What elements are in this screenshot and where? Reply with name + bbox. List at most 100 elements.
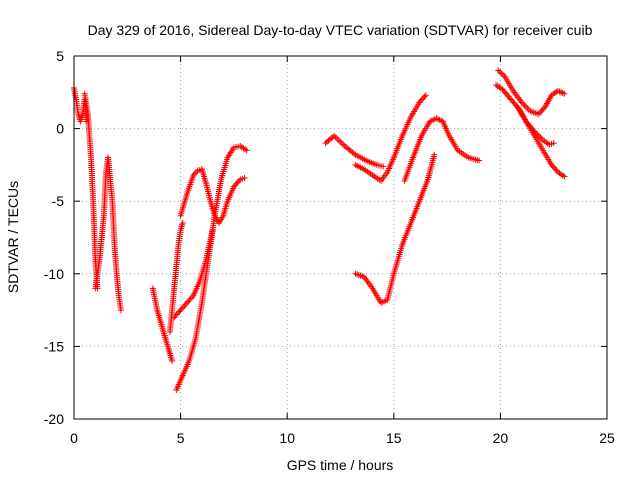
data-point	[178, 305, 185, 312]
series-arc-f	[166, 219, 186, 335]
series-arc-d	[105, 154, 124, 314]
data-point	[535, 132, 542, 139]
data-point	[189, 294, 196, 301]
y-tick-label: -5	[52, 193, 65, 209]
data-point	[172, 312, 179, 319]
data-point	[234, 179, 241, 186]
data-point	[182, 301, 189, 308]
data-point	[181, 302, 188, 309]
data-point	[525, 106, 532, 113]
data-point	[180, 304, 187, 311]
data-point	[183, 299, 190, 306]
data-point	[185, 298, 192, 305]
data-point	[243, 147, 250, 154]
data-point	[191, 170, 198, 177]
series-arc-j	[173, 143, 250, 393]
data-point	[431, 151, 438, 158]
y-tick-label: -10	[44, 266, 64, 282]
y-tick-label: 5	[56, 48, 64, 64]
data-point	[531, 128, 538, 135]
data-point	[540, 105, 547, 112]
series-arc-p	[495, 67, 568, 118]
data-point	[518, 99, 525, 106]
data-point	[538, 108, 545, 115]
data-series	[71, 67, 568, 393]
data-point	[549, 163, 556, 170]
grid-lines	[74, 56, 607, 419]
data-point	[476, 157, 483, 164]
series-arc-q	[514, 103, 557, 148]
data-point	[335, 137, 342, 144]
data-point	[551, 164, 558, 171]
data-point	[496, 68, 503, 75]
data-point	[550, 140, 557, 147]
data-point	[186, 296, 193, 303]
series-arc-m	[352, 151, 438, 306]
data-point	[422, 92, 429, 99]
data-point	[241, 174, 248, 181]
data-point	[421, 93, 428, 100]
data-point	[169, 357, 176, 364]
x-axis-label: GPS time / hours	[287, 457, 394, 473]
data-point	[436, 116, 443, 123]
data-point	[500, 71, 507, 78]
data-point	[498, 70, 505, 77]
data-point	[561, 173, 568, 180]
axis-ticks: 0 5 10 15 20 25 -20 -15 -10 -5 0 5	[44, 48, 615, 446]
data-point	[177, 307, 184, 314]
data-point	[340, 141, 347, 148]
y-tick-label: -20	[44, 411, 64, 427]
data-point	[548, 161, 555, 168]
data-point	[332, 134, 339, 141]
data-point	[175, 310, 182, 317]
series-arc-k	[322, 132, 387, 170]
data-point	[417, 98, 424, 105]
data-point	[171, 314, 178, 321]
data-point	[534, 131, 541, 138]
data-point	[416, 99, 423, 106]
data-point	[539, 106, 546, 113]
data-point	[176, 308, 183, 315]
data-point	[524, 105, 531, 112]
plot-frame	[73, 55, 608, 420]
y-tick-label: 0	[56, 121, 64, 137]
data-point	[236, 177, 243, 184]
data-point	[530, 127, 537, 134]
data-point	[538, 135, 545, 142]
data-point	[179, 219, 186, 226]
series-arc-l	[352, 92, 429, 184]
x-tick-label: 20	[493, 430, 509, 446]
data-point	[418, 96, 425, 103]
x-tick-label: 10	[279, 430, 295, 446]
data-point	[173, 311, 180, 318]
data-point	[521, 102, 528, 109]
data-point	[553, 167, 560, 174]
data-point	[537, 134, 544, 141]
data-point	[520, 100, 527, 107]
data-point	[338, 140, 345, 147]
series-arc-h	[177, 166, 205, 219]
series-arc-o	[493, 82, 568, 180]
series-arc-n	[401, 115, 483, 184]
data-point	[552, 166, 559, 173]
data-point	[193, 169, 200, 176]
data-point	[233, 180, 240, 187]
x-tick-label: 0	[70, 430, 78, 446]
data-point	[430, 116, 437, 123]
data-point	[535, 111, 542, 118]
data-point	[230, 183, 237, 190]
data-point	[420, 95, 427, 102]
x-tick-label: 15	[386, 430, 402, 446]
data-point	[187, 295, 194, 302]
data-point	[537, 109, 544, 116]
data-point	[117, 307, 124, 314]
series-arc-e	[149, 285, 176, 364]
data-point	[532, 129, 539, 136]
data-point	[232, 182, 239, 189]
x-tick-label: 25	[599, 430, 615, 446]
data-point	[561, 90, 568, 97]
data-point	[522, 103, 529, 110]
data-point	[380, 163, 387, 170]
y-tick-label: -15	[44, 338, 64, 354]
